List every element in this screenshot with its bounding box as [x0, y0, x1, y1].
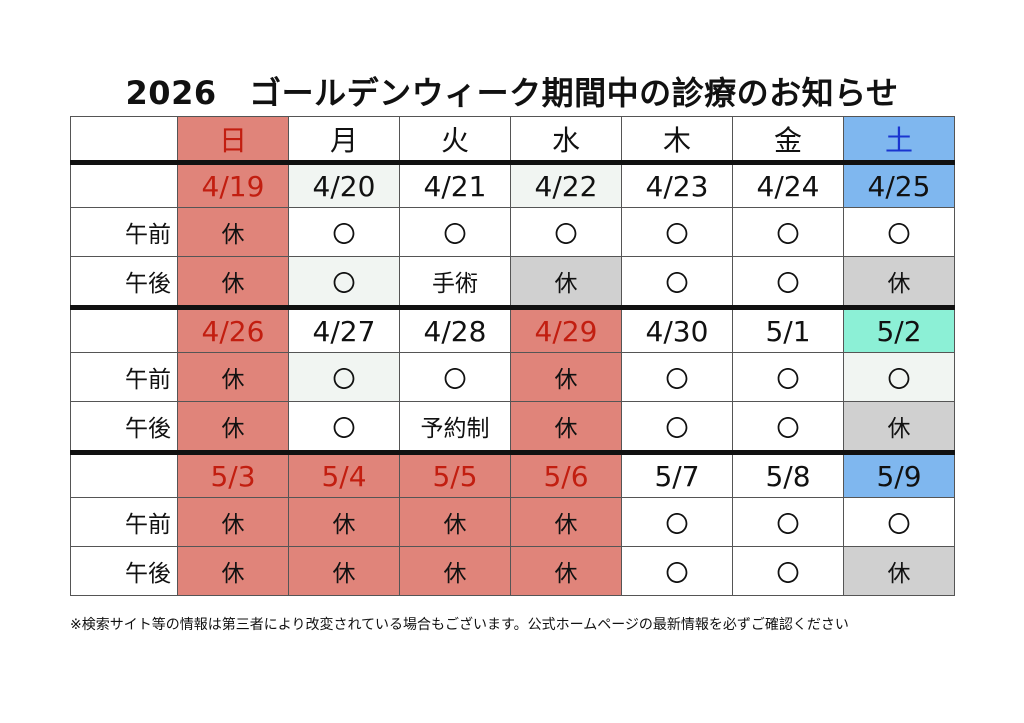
weekday-sat: 土: [843, 116, 955, 165]
weekday-thu: 木: [621, 116, 733, 165]
pm-label: 午後: [70, 256, 178, 308]
status-cell: 休: [177, 207, 289, 257]
am-label: 午前: [70, 497, 178, 547]
status-cell: 休: [177, 546, 289, 596]
pm-row-week3: 午後 休 休 休 休 〇 〇 休: [70, 546, 955, 596]
status-cell: 〇: [621, 497, 733, 547]
weekday-tue: 火: [399, 116, 511, 165]
status-cell: 〇: [621, 256, 733, 308]
date-cell: 4/29: [510, 305, 622, 353]
status-cell: 休: [510, 256, 622, 308]
status-cell: 〇: [510, 207, 622, 257]
status-cell: 〇: [288, 401, 400, 453]
date-cell: 5/9: [843, 450, 955, 498]
status-cell: 〇: [732, 401, 844, 453]
date-cell: 4/24: [732, 162, 844, 208]
am-label: 午前: [70, 207, 178, 257]
am-row-week1: 午前 休 〇 〇 〇 〇 〇 〇: [70, 207, 955, 257]
date-cell: 5/7: [621, 450, 733, 498]
status-cell: 〇: [621, 207, 733, 257]
status-cell: 〇: [843, 207, 955, 257]
status-cell: 休: [177, 352, 289, 402]
am-row-week3: 午前 休 休 休 休 〇 〇 〇: [70, 497, 955, 547]
status-cell: 〇: [288, 256, 400, 308]
status-cell: 休: [399, 546, 511, 596]
status-cell: 〇: [732, 352, 844, 402]
schedule-table: 日 月 火 水 木 金 土 4/19 4/20 4/21 4/22 4/23 4…: [70, 116, 955, 596]
status-cell: 〇: [732, 256, 844, 308]
status-cell: 〇: [399, 207, 511, 257]
pm-label: 午後: [70, 401, 178, 453]
date-row-label: [70, 162, 178, 208]
date-cell: 4/19: [177, 162, 289, 208]
date-cell: 4/27: [288, 305, 400, 353]
status-cell: 〇: [843, 497, 955, 547]
status-cell: 〇: [732, 497, 844, 547]
date-row-week2: 4/26 4/27 4/28 4/29 4/30 5/1 5/2: [70, 305, 955, 353]
status-cell: 休: [510, 497, 622, 547]
status-cell: 〇: [732, 207, 844, 257]
status-cell: 〇: [288, 207, 400, 257]
date-row-week1: 4/19 4/20 4/21 4/22 4/23 4/24 4/25: [70, 162, 955, 208]
date-cell: 5/3: [177, 450, 289, 498]
status-cell: 〇: [732, 546, 844, 596]
status-cell: 休: [843, 546, 955, 596]
date-cell: 5/2: [843, 305, 955, 353]
date-row-week3: 5/3 5/4 5/5 5/6 5/7 5/8 5/9: [70, 450, 955, 498]
status-cell: 〇: [621, 401, 733, 453]
status-cell: 休: [510, 352, 622, 402]
am-label: 午前: [70, 352, 178, 402]
status-cell: 〇: [621, 546, 733, 596]
date-cell: 4/23: [621, 162, 733, 208]
status-cell: 休: [177, 256, 289, 308]
status-cell: 予約制: [399, 401, 511, 453]
status-cell: 休: [177, 401, 289, 453]
date-cell: 4/26: [177, 305, 289, 353]
status-cell: 手術: [399, 256, 511, 308]
status-cell: 休: [510, 546, 622, 596]
status-cell: 休: [843, 256, 955, 308]
date-row-label: [70, 450, 178, 498]
weekday-wed: 水: [510, 116, 622, 165]
date-cell: 5/6: [510, 450, 622, 498]
page-title: 2026 ゴールデンウィーク期間中の診療のお知らせ: [125, 74, 899, 112]
corner-cell: [70, 116, 178, 165]
date-cell: 4/21: [399, 162, 511, 208]
status-cell: 休: [399, 497, 511, 547]
date-row-label: [70, 305, 178, 353]
status-cell: 〇: [843, 352, 955, 402]
weekday-mon: 月: [288, 116, 400, 165]
date-cell: 4/22: [510, 162, 622, 208]
date-cell: 5/8: [732, 450, 844, 498]
status-cell: 休: [843, 401, 955, 453]
date-cell: 4/25: [843, 162, 955, 208]
date-cell: 5/4: [288, 450, 400, 498]
date-cell: 5/1: [732, 305, 844, 353]
weekday-header-row: 日 月 火 水 木 金 土: [70, 116, 955, 165]
status-cell: 〇: [621, 352, 733, 402]
status-cell: 休: [177, 497, 289, 547]
date-cell: 4/30: [621, 305, 733, 353]
pm-row-week2: 午後 休 〇 予約制 休 〇 〇 休: [70, 401, 955, 453]
status-cell: 休: [288, 497, 400, 547]
footnote: ※検索サイト等の情報は第三者により改変されている場合もございます。公式ホームペー…: [70, 617, 849, 633]
date-cell: 4/20: [288, 162, 400, 208]
pm-row-week1: 午後 休 〇 手術 休 〇 〇 休: [70, 256, 955, 308]
status-cell: 休: [510, 401, 622, 453]
am-row-week2: 午前 休 〇 〇 休 〇 〇 〇: [70, 352, 955, 402]
date-cell: 5/5: [399, 450, 511, 498]
weekday-fri: 金: [732, 116, 844, 165]
pm-label: 午後: [70, 546, 178, 596]
date-cell: 4/28: [399, 305, 511, 353]
status-cell: 休: [288, 546, 400, 596]
weekday-sun: 日: [177, 116, 289, 165]
status-cell: 〇: [288, 352, 400, 402]
status-cell: 〇: [399, 352, 511, 402]
